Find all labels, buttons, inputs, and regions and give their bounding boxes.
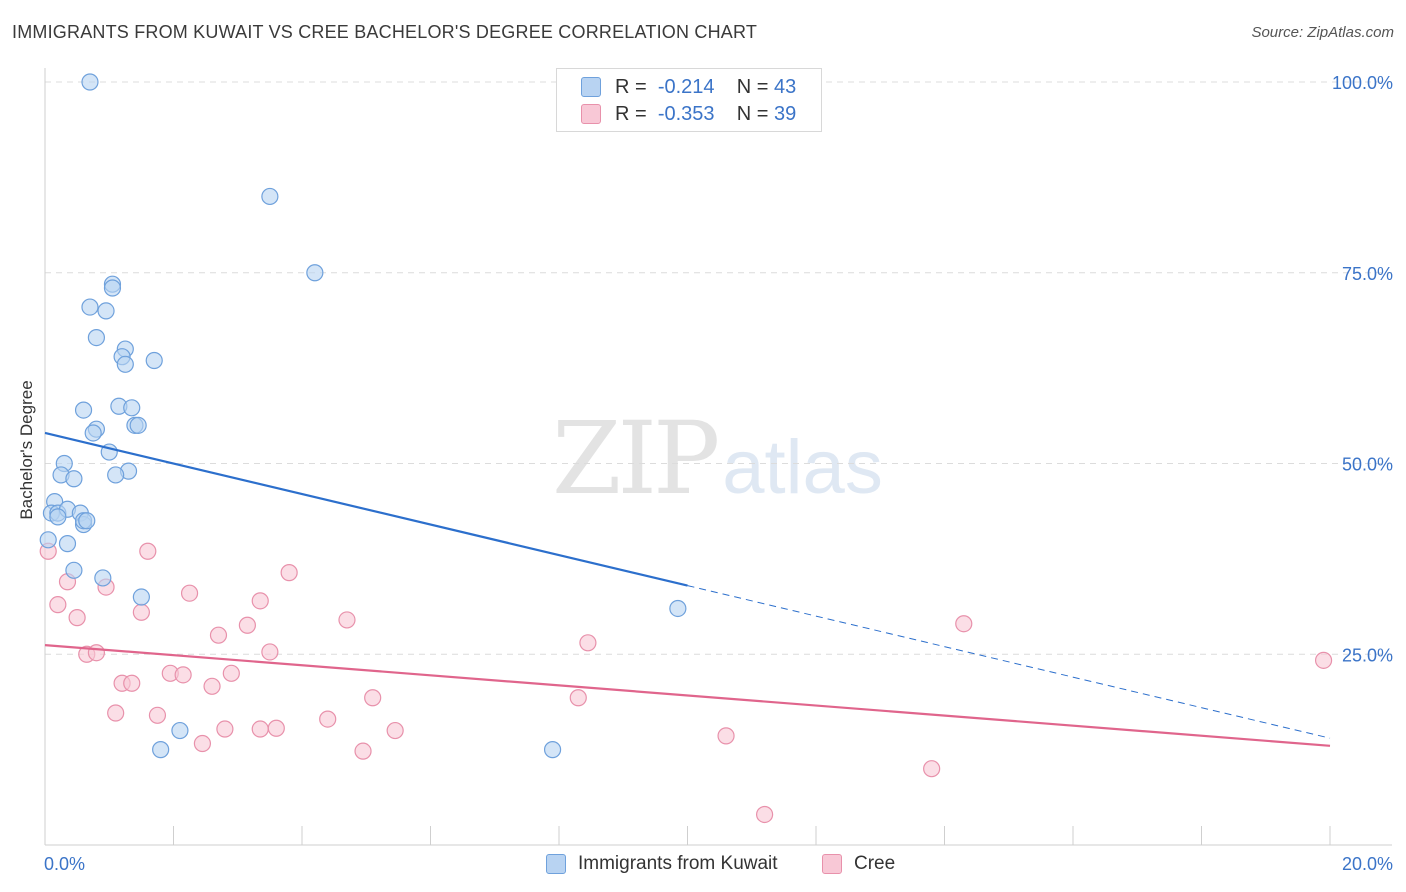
data-point-cree bbox=[132, 603, 150, 621]
data-point-cree bbox=[386, 721, 404, 740]
data-point-cree bbox=[267, 719, 285, 737]
trendline-cree bbox=[44, 643, 1331, 747]
data-point-kuwait bbox=[94, 569, 112, 587]
data-point-cree bbox=[319, 710, 337, 728]
data-point-kuwait bbox=[261, 187, 279, 206]
data-point-kuwait bbox=[129, 416, 147, 434]
legend-label-cree: Cree bbox=[854, 853, 896, 874]
data-point-kuwait bbox=[107, 466, 125, 484]
data-point-kuwait bbox=[97, 302, 115, 320]
y-tick-label: 25.0% bbox=[1342, 645, 1393, 665]
n-value: 43 bbox=[774, 75, 797, 98]
data-point-cree bbox=[251, 592, 269, 610]
data-point-kuwait bbox=[58, 535, 77, 553]
data-point-kuwait bbox=[306, 264, 324, 282]
data-point-cree bbox=[755, 805, 774, 824]
data-point-kuwait bbox=[669, 599, 687, 618]
legend-swatch-kuwait bbox=[546, 854, 566, 874]
data-point-cree bbox=[180, 584, 199, 602]
y-axis-label: Bachelor's Degree bbox=[17, 380, 36, 520]
legend-label-kuwait: Immigrants from Kuwait bbox=[578, 853, 778, 874]
legend-item-kuwait[interactable]: Immigrants from Kuwait bbox=[546, 852, 778, 876]
data-point-cree bbox=[579, 634, 597, 652]
data-point-cree bbox=[139, 542, 157, 560]
data-point-kuwait bbox=[123, 399, 141, 417]
data-point-cree bbox=[193, 734, 212, 753]
data-point-cree bbox=[148, 706, 167, 724]
data-point-cree bbox=[280, 564, 298, 582]
data-point-cree bbox=[338, 611, 356, 629]
r-label: R = bbox=[615, 75, 647, 98]
data-point-kuwait bbox=[152, 741, 170, 759]
data-point-kuwait bbox=[39, 531, 57, 549]
data-point-kuwait bbox=[87, 329, 106, 347]
r-value: -0.214 bbox=[657, 75, 715, 98]
y-tick-label: 50.0% bbox=[1342, 455, 1393, 475]
data-point-kuwait bbox=[84, 424, 102, 442]
stats-legend-row-cree: R = -0.353 N = 39 bbox=[581, 102, 796, 126]
data-point-cree bbox=[923, 760, 941, 778]
data-point-kuwait bbox=[132, 588, 150, 606]
data-point-kuwait bbox=[543, 741, 562, 759]
y-axis-label-wrap: Bachelor's Degree bbox=[12, 300, 42, 600]
data-point-cree bbox=[174, 666, 192, 684]
data-point-cree bbox=[68, 609, 86, 627]
x-tick-label: 20.0% bbox=[1342, 854, 1393, 874]
n-value: 39 bbox=[774, 102, 797, 125]
y-tick-label: 75.0% bbox=[1342, 264, 1393, 284]
data-point-cree bbox=[261, 643, 279, 661]
data-point-kuwait bbox=[116, 355, 134, 373]
data-point-cree bbox=[955, 615, 973, 633]
data-point-kuwait bbox=[49, 508, 67, 526]
data-point-cree bbox=[107, 704, 125, 722]
data-point-cree bbox=[569, 689, 587, 707]
trendline-kuwait-extension bbox=[687, 585, 1331, 739]
stats-legend-row-kuwait: R = -0.214 N = 43 bbox=[581, 75, 796, 99]
data-point-cree bbox=[354, 742, 372, 760]
n-label: N = bbox=[736, 102, 769, 125]
swatch-cree bbox=[581, 104, 601, 124]
data-point-cree bbox=[216, 720, 234, 738]
data-point-kuwait bbox=[78, 512, 96, 530]
swatch-kuwait bbox=[581, 77, 601, 97]
y-tick-label: 100.0% bbox=[1332, 73, 1393, 93]
data-point-kuwait bbox=[81, 298, 99, 316]
legend-item-cree[interactable]: Cree bbox=[822, 852, 895, 876]
n-label: N = bbox=[736, 75, 769, 98]
data-point-cree bbox=[238, 616, 256, 634]
r-label: R = bbox=[615, 102, 647, 125]
data-point-kuwait bbox=[171, 721, 189, 740]
source-label: Source: ZipAtlas.com bbox=[1251, 24, 1394, 41]
stats-legend: R = -0.214 N = 43 R = -0.353 N = 39 bbox=[556, 68, 822, 132]
x-tick-label: 0.0% bbox=[44, 854, 85, 874]
data-point-kuwait bbox=[145, 351, 163, 370]
legend-swatch-cree bbox=[822, 854, 842, 874]
chart-title: IMMIGRANTS FROM KUWAIT VS CREE BACHELOR'… bbox=[12, 22, 758, 42]
data-point-cree bbox=[251, 720, 269, 738]
data-point-cree bbox=[203, 677, 221, 695]
data-point-cree bbox=[123, 674, 141, 692]
data-point-cree bbox=[222, 664, 240, 682]
data-point-cree bbox=[209, 626, 228, 644]
data-point-kuwait bbox=[74, 401, 93, 419]
trendline-kuwait bbox=[44, 431, 688, 587]
data-point-cree bbox=[49, 596, 67, 614]
data-point-kuwait bbox=[65, 470, 83, 488]
data-point-kuwait bbox=[81, 73, 99, 91]
r-value: -0.353 bbox=[657, 102, 715, 125]
data-point-kuwait bbox=[103, 279, 122, 297]
data-point-cree bbox=[87, 644, 106, 662]
data-point-cree bbox=[364, 689, 382, 707]
data-point-kuwait bbox=[65, 561, 83, 579]
data-point-cree bbox=[1314, 651, 1333, 669]
data-point-cree bbox=[717, 727, 735, 745]
